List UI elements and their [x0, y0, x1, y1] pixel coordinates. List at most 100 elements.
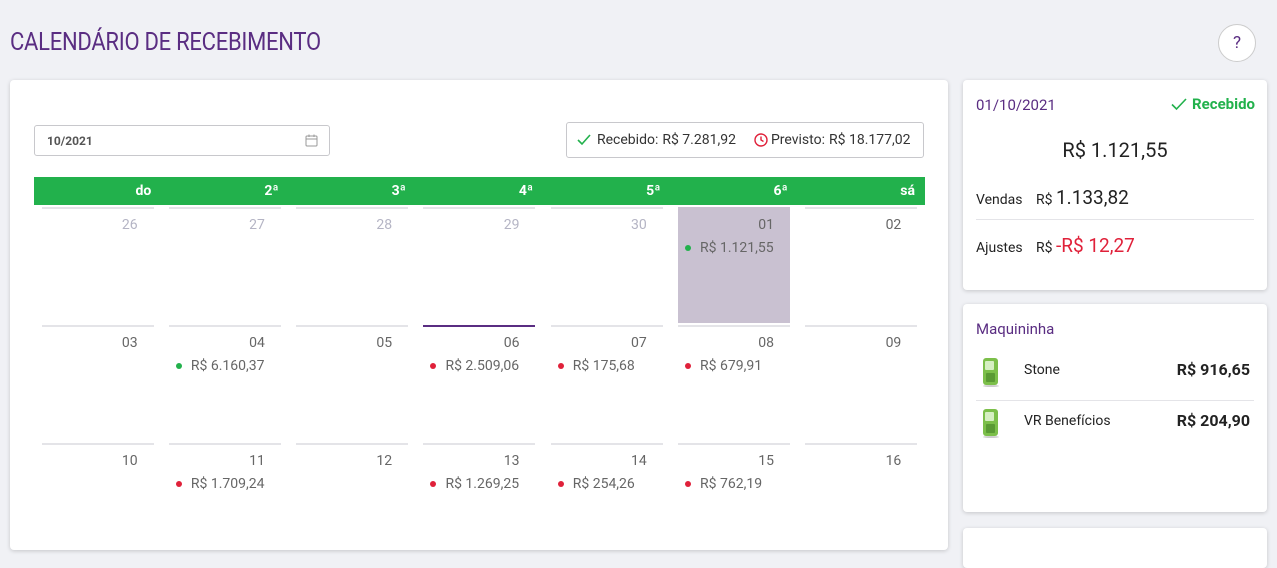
weekday: 6ª: [773, 183, 788, 199]
status-dot: [430, 481, 437, 487]
amount-text: R$ 1.269,25: [445, 476, 520, 492]
day-cell[interactable]: 04 R$ 6.160,37: [168, 325, 281, 441]
day-number: 06: [503, 335, 520, 351]
day-number: 11: [249, 453, 265, 469]
machine-name: VR Benefícios: [1024, 413, 1111, 429]
row-value: 1.133,82: [1056, 186, 1129, 209]
row-currency: R$: [1036, 192, 1053, 208]
day-cell[interactable]: 10: [41, 443, 154, 559]
day-number: 30: [630, 217, 647, 233]
day-number: 04: [249, 335, 265, 351]
detail-card: 01/10/2021 Recebido R$ 1.121,55 Vendas R$…: [963, 80, 1267, 290]
check-icon: [1171, 97, 1187, 110]
day-number: 14: [630, 453, 647, 469]
amount-text: R$ 1.121,55: [700, 240, 774, 256]
day-cell[interactable]: 01 R$ 1.121,55: [678, 207, 791, 323]
day-number: 10: [121, 453, 138, 469]
day-cell[interactable]: 06 R$ 2.509,06: [423, 325, 536, 441]
received-value: R$ 7.281,92: [662, 132, 736, 148]
status-dot: [430, 363, 437, 369]
weekday: sá: [900, 183, 915, 199]
month-value: 10/2021: [47, 134, 93, 148]
divider: [976, 400, 1254, 401]
day-cell[interactable]: 11 R$ 1.709,24: [168, 443, 281, 559]
day-amount: R$ 175,68: [557, 358, 635, 374]
day-cell[interactable]: 29: [423, 207, 536, 323]
day-number: 29: [503, 217, 520, 233]
day-amount: R$ 254,26: [557, 476, 635, 492]
day-cell[interactable]: 15 R$ 762,19: [678, 443, 791, 559]
status-dot: [175, 363, 182, 369]
day-cell[interactable]: 30: [550, 207, 663, 323]
page: CALENDÁRIO DE RECEBIMENTO ? 10/2021 Rece…: [10, 24, 1267, 568]
day-number: 05: [376, 335, 393, 351]
status-dot: [557, 363, 564, 369]
month-input[interactable]: 10/2021: [34, 125, 330, 156]
day-number: 13: [503, 453, 520, 469]
detail-date: 01/10/2021: [976, 96, 1056, 114]
day-cell[interactable]: 09: [805, 325, 918, 441]
status-dot: [685, 245, 692, 251]
forecast-label: Previsto:: [770, 132, 825, 148]
day-cell[interactable]: 02: [805, 207, 918, 323]
amount-text: R$ 1.709,24: [190, 476, 265, 492]
day-number: 12: [376, 453, 393, 469]
forecast-value: R$ 18.177,02: [828, 132, 911, 148]
status-dot: [685, 481, 692, 487]
amount-text: R$ 254,26: [572, 476, 635, 492]
day-cell[interactable]: 08 R$ 679,91: [678, 325, 791, 441]
day-number: 01: [758, 217, 775, 233]
day-cell[interactable]: 26: [41, 207, 154, 323]
amount-text: R$ 175,68: [572, 358, 635, 374]
amount-text: R$ 6.160,37: [190, 358, 265, 374]
day-number: 26: [121, 217, 138, 233]
calendar-card: [10, 80, 948, 550]
day-cell[interactable]: 14 R$ 254,26: [550, 443, 663, 559]
day-cell[interactable]: 16: [805, 443, 918, 559]
row-label: Vendas: [976, 192, 1023, 208]
calendar-grid: 26 27 28 29 30 01 R$ 1.121,55 02 03 04 R$ 6.160,37…: [34, 207, 925, 537]
day-cell[interactable]: 07 R$ 175,68: [550, 325, 663, 441]
weekday-bar: do 2ª 3ª 4ª 5ª 6ª sá: [34, 177, 925, 205]
status-dot: [685, 363, 692, 369]
day-amount: R$ 1.709,24: [175, 476, 265, 492]
weekday: 5ª: [646, 183, 661, 199]
pos-icon: [983, 409, 999, 438]
weekday: do: [135, 183, 152, 199]
clock-icon: [754, 133, 768, 147]
day-cell[interactable]: 05: [296, 325, 409, 441]
day-amount: R$ 762,19: [685, 476, 762, 492]
day-number: 07: [630, 335, 647, 351]
machine-value: R$ 916,65: [1176, 360, 1250, 379]
divider: [976, 219, 1254, 220]
check-icon: [577, 134, 591, 146]
day-number: 03: [121, 335, 138, 351]
detail-total: R$ 1.121,55: [1062, 138, 1168, 162]
amount-text: R$ 679,91: [700, 358, 763, 374]
day-number: 08: [758, 335, 775, 351]
page-title: CALENDÁRIO DE RECEBIMENTO: [10, 28, 321, 57]
day-number: 02: [885, 217, 902, 233]
machine-value: R$ 204,90: [1176, 411, 1250, 430]
row-currency: R$: [1036, 240, 1053, 256]
status-text: Recebido: [1192, 95, 1255, 113]
machines-title: Maquininha: [976, 320, 1055, 338]
weekday: 2ª: [264, 183, 279, 199]
detail-status: Recebido: [1171, 95, 1255, 113]
day-cell[interactable]: 28: [296, 207, 409, 323]
day-cell[interactable]: 03: [41, 325, 154, 441]
weekday: 3ª: [391, 183, 406, 199]
day-cell[interactable]: 27: [168, 207, 281, 323]
next-card: [963, 528, 1267, 568]
day-number: 16: [885, 453, 902, 469]
day-number: 15: [758, 453, 775, 469]
status-dot: [557, 481, 564, 487]
day-cell[interactable]: 13 R$ 1.269,25: [423, 443, 536, 559]
day-amount: R$ 679,91: [685, 358, 762, 374]
machine-name: Stone: [1024, 362, 1060, 378]
help-button[interactable]: ?: [1218, 24, 1256, 62]
day-amount: R$ 6.160,37: [175, 358, 265, 374]
weekday: 4ª: [518, 183, 534, 199]
day-cell[interactable]: 12: [296, 443, 409, 559]
day-amount: R$ 1.121,55: [685, 240, 774, 256]
